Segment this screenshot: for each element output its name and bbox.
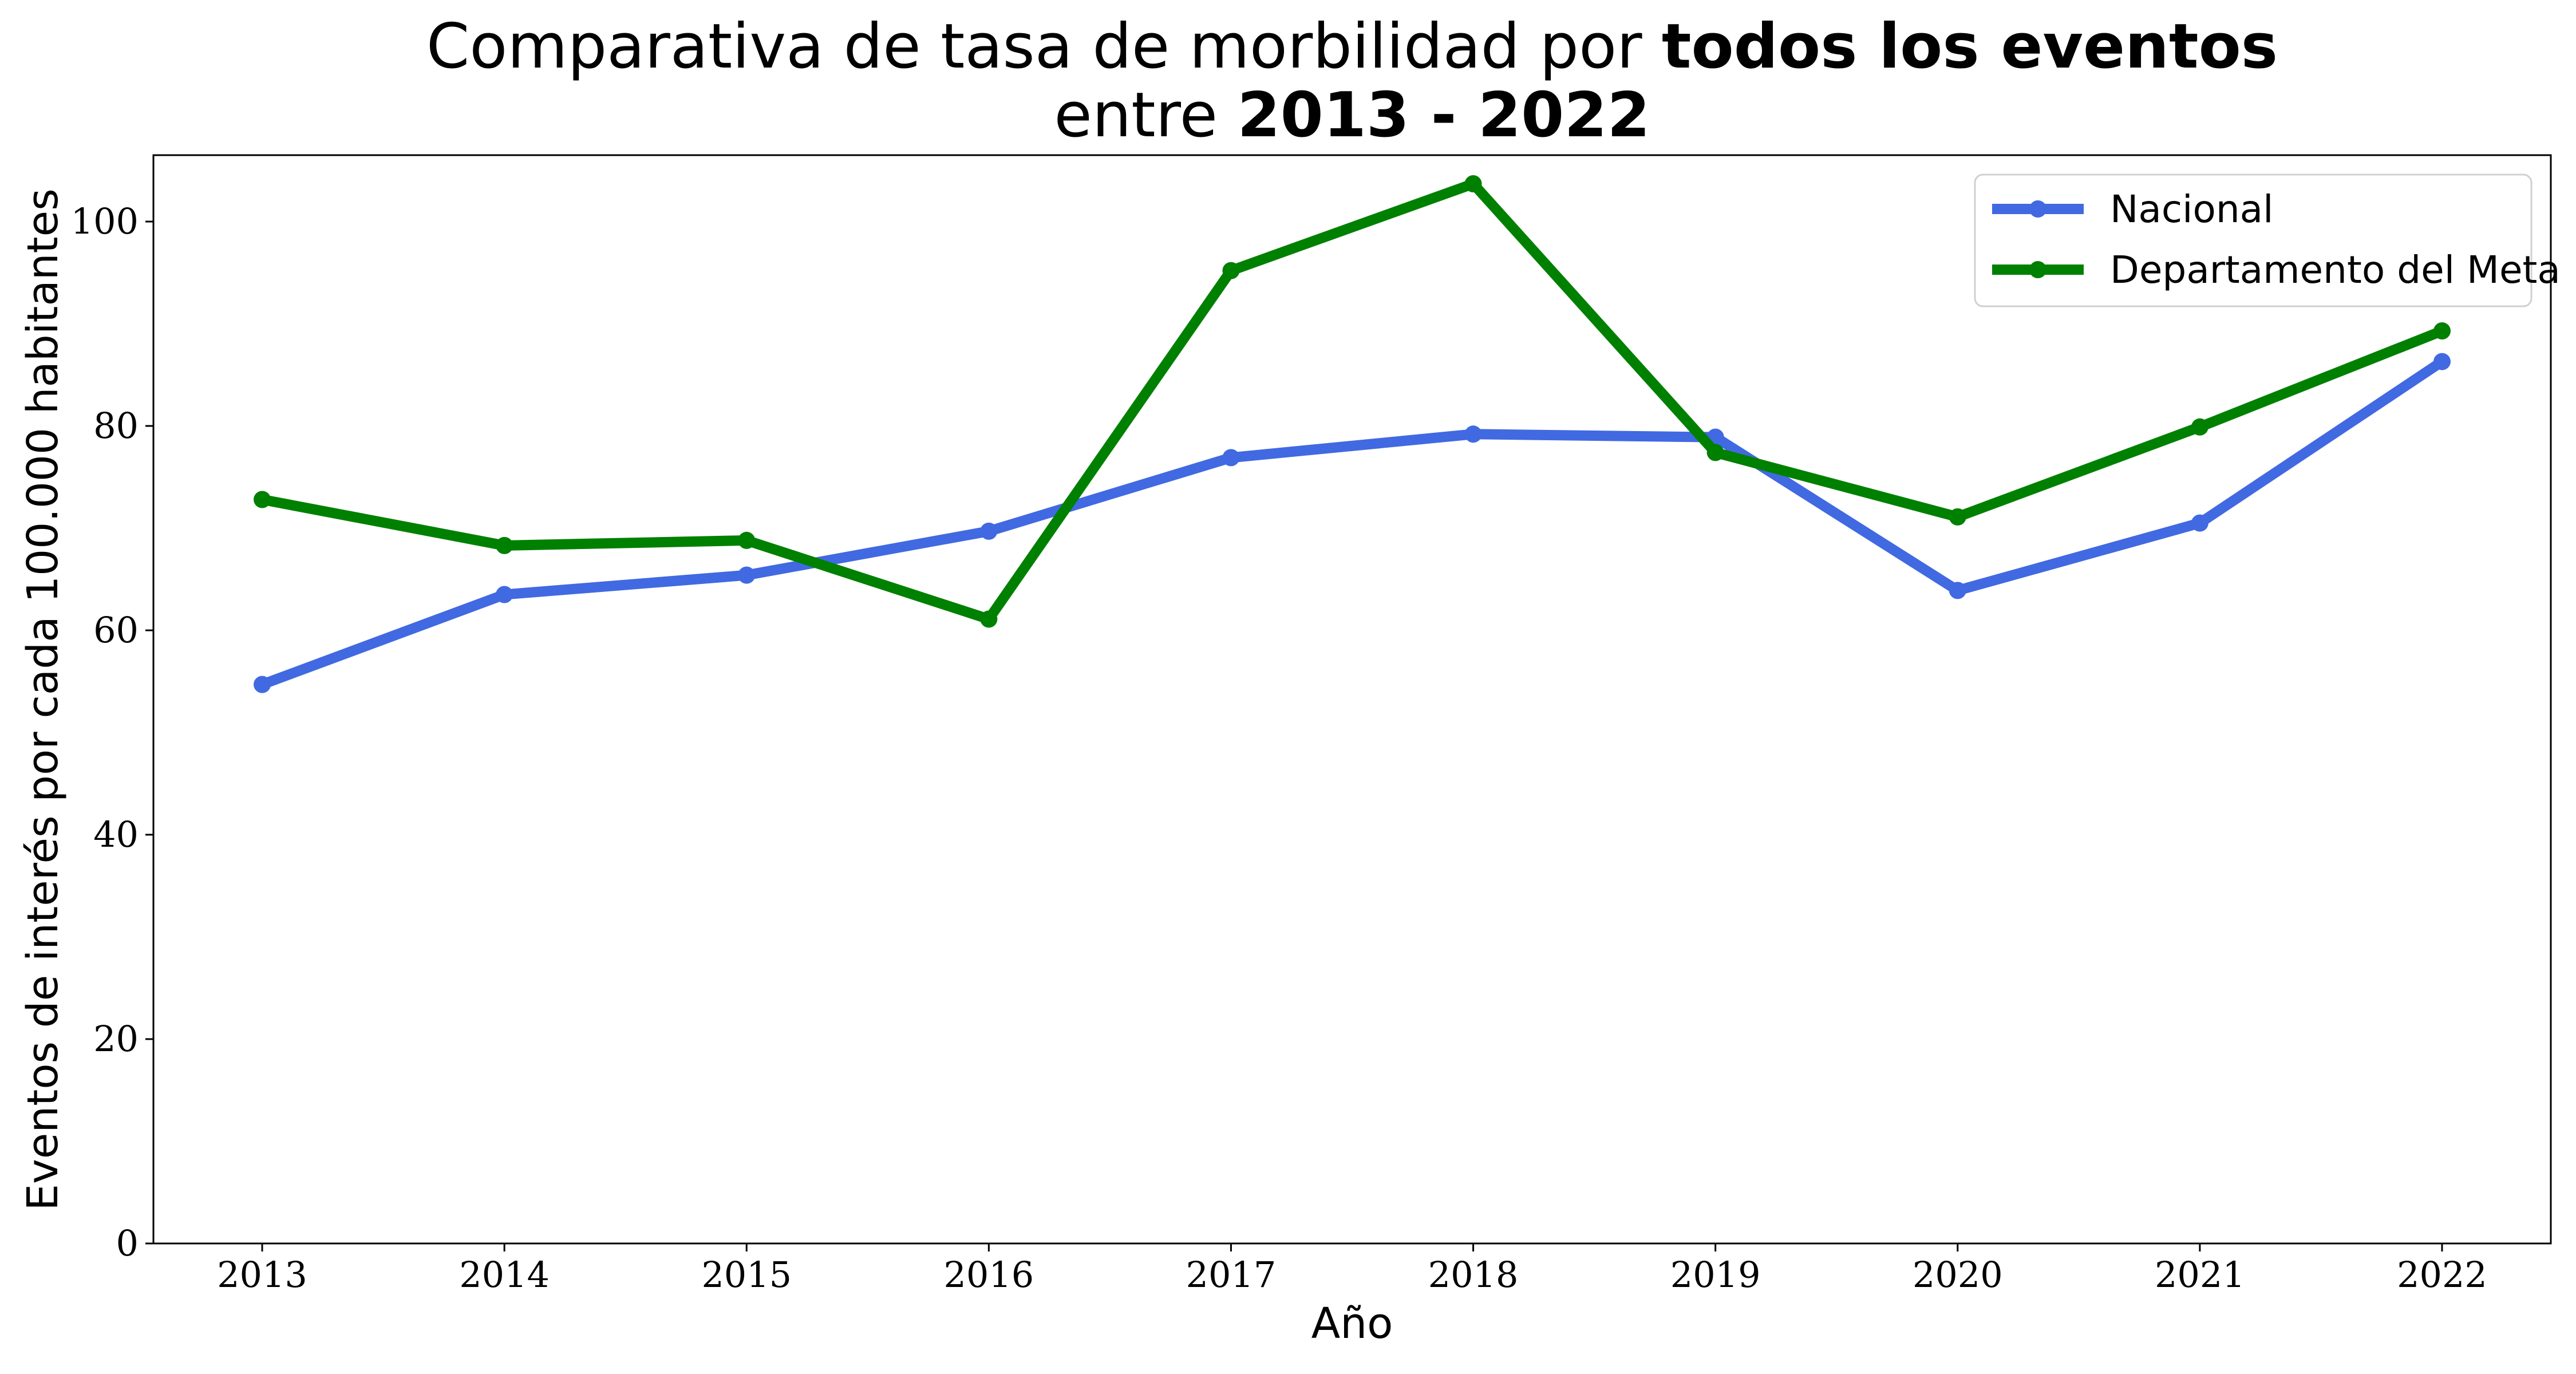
x-tick-label: 2020 <box>1913 1254 2003 1296</box>
x-tick-label: 2019 <box>1670 1254 1761 1296</box>
x-tick-label: 2017 <box>1186 1254 1277 1296</box>
data-point-nacional <box>980 522 998 540</box>
y-tick-label: 40 <box>93 814 139 855</box>
legend-label: Nacional <box>2110 187 2273 231</box>
x-tick-label: 2022 <box>2397 1254 2487 1296</box>
x-tick-label: 2015 <box>701 1254 792 1296</box>
series-departamento-del-meta <box>254 175 2451 628</box>
y-tick-label: 80 <box>93 405 139 447</box>
data-point-departamento-del-meta <box>738 531 756 549</box>
data-point-departamento-del-meta <box>980 610 998 628</box>
data-point-nacional <box>254 676 271 693</box>
data-point-nacional <box>1949 582 1966 599</box>
legend-swatch-marker <box>2029 261 2046 278</box>
data-point-departamento-del-meta <box>1706 444 1724 461</box>
data-point-departamento-del-meta <box>1222 262 1240 279</box>
legend-entries: Nacional Departamento del Meta <box>1992 187 2561 292</box>
y-axis-ticks: 0 20 40 60 80 100 <box>71 200 153 1264</box>
data-point-nacional <box>2191 514 2208 532</box>
legend-entry-nacional: Nacional <box>1992 187 2273 231</box>
series-line-nacional <box>257 356 2447 690</box>
series-layer <box>254 175 2451 693</box>
data-point-departamento-del-meta <box>2191 418 2208 436</box>
series-line-departamento-del-meta <box>257 178 2447 625</box>
legend: Nacional Departamento del Meta <box>1974 173 2561 307</box>
chart-title-line-1-prefix: Comparativa de tasa de morbilidad por <box>426 11 1662 82</box>
x-axis-label: Año <box>1311 1299 1393 1348</box>
data-point-nacional <box>1222 449 1240 467</box>
legend-entry-departamento-del-meta: Departamento del Meta <box>1992 248 2561 292</box>
x-axis-ticks: 2013 2014 2015 2016 2017 2018 2019 2020 2021 2022 <box>217 1243 2487 1296</box>
y-axis-label: Eventos de interés por cada 100.000 habi… <box>18 188 68 1211</box>
data-point-nacional <box>738 566 756 584</box>
legend-swatch-marker <box>2029 200 2046 218</box>
x-tick-label: 2021 <box>2155 1254 2245 1296</box>
x-tick-label: 2013 <box>217 1254 307 1296</box>
x-tick-label: 2016 <box>943 1254 1034 1296</box>
x-tick-label: 2018 <box>1428 1254 1519 1296</box>
series-nacional <box>254 353 2451 693</box>
y-tick-label: 100 <box>71 200 139 242</box>
data-point-nacional <box>496 586 513 603</box>
y-tick-label: 0 <box>116 1222 139 1264</box>
legend-box <box>1974 173 2532 307</box>
x-tick-label: 2014 <box>459 1254 550 1296</box>
data-point-nacional <box>2433 353 2451 370</box>
data-point-departamento-del-meta <box>1949 508 1966 526</box>
legend-label: Departamento del Meta <box>2110 248 2561 292</box>
chart-title-line-1: Comparativa de tasa de morbilidad por to… <box>426 11 2278 82</box>
chart-title-line-1-bold: todos los eventos <box>1662 11 2278 82</box>
plot-area-frame <box>152 154 2552 1245</box>
y-tick-label: 20 <box>93 1018 139 1060</box>
chart-title-line-2: entre 2013 - 2022 <box>1054 80 1650 151</box>
data-point-departamento-del-meta <box>496 536 513 554</box>
y-tick-label: 60 <box>93 609 139 651</box>
chart-title-line-2-prefix: entre <box>1054 80 1237 151</box>
data-point-departamento-del-meta <box>1464 175 1482 192</box>
data-point-nacional <box>1464 425 1482 443</box>
data-point-departamento-del-meta <box>254 491 271 508</box>
data-point-departamento-del-meta <box>2433 322 2451 340</box>
chart-title-line-2-bold: 2013 - 2022 <box>1237 80 1650 151</box>
